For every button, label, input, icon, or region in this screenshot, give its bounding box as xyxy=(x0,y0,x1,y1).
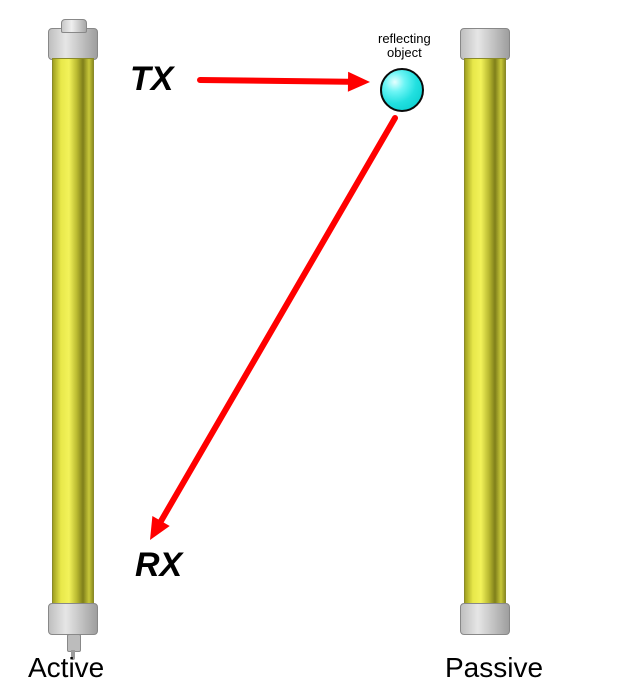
reflecting-label-line1: reflecting xyxy=(378,31,431,46)
active-caption: Active xyxy=(28,652,104,684)
tx-label: TX xyxy=(130,60,173,99)
passive-light-bar xyxy=(460,28,508,633)
active-top-nub xyxy=(61,19,87,33)
reflecting-object-label: reflecting object xyxy=(378,32,431,60)
active-bottom-cap xyxy=(48,603,98,635)
diagram-stage: reflecting object TX RX Active Passive xyxy=(0,0,623,693)
passive-top-cap xyxy=(460,28,510,60)
active-light-bar xyxy=(48,28,96,633)
active-bar-body xyxy=(52,58,94,605)
passive-bar-body xyxy=(464,58,506,605)
passive-bottom-cap xyxy=(460,603,510,635)
rx-label: RX xyxy=(135,546,182,585)
reflecting-label-line2: object xyxy=(387,45,422,60)
active-top-cap xyxy=(48,28,98,60)
reflecting-object xyxy=(380,68,424,112)
passive-caption: Passive xyxy=(445,652,543,684)
